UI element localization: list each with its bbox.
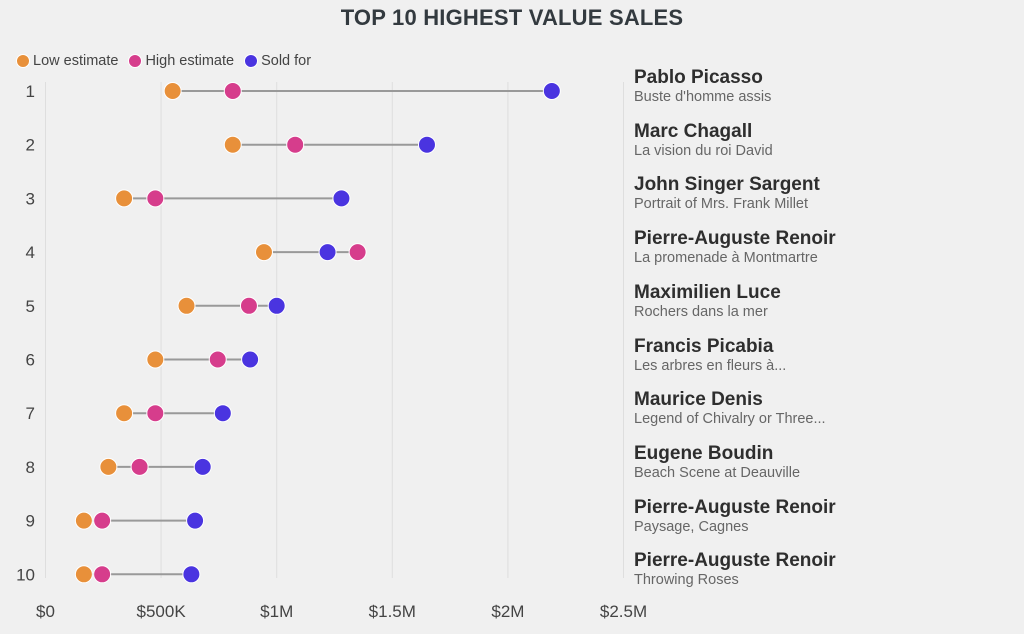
row-label-block: Pierre-Auguste Renoir Paysage, Cagnes bbox=[634, 497, 1014, 536]
artwork-title: Les arbres en fleurs à... bbox=[634, 357, 787, 374]
artist-name: Francis Picabia bbox=[634, 335, 774, 357]
row-label-block: Maurice Denis Legend of Chivalry or Three… bbox=[634, 389, 1014, 428]
rank-label: 1 bbox=[26, 82, 35, 101]
artwork-title: Paysage, Cagnes bbox=[634, 518, 749, 535]
low-estimate-point bbox=[115, 189, 134, 208]
artwork-title: Rochers dans la mer bbox=[634, 303, 768, 320]
legend: Low estimate High estimate Sold for bbox=[16, 53, 321, 69]
row-label-block: Maximilien Luce Rochers dans la mer bbox=[634, 282, 1014, 321]
high-estimate-point bbox=[223, 82, 242, 100]
artist-name: Marc Chagall bbox=[634, 120, 753, 142]
rank-label: 2 bbox=[26, 136, 35, 155]
chart-title: TOP 10 HIGHEST VALUE SALES bbox=[340, 5, 684, 30]
low-estimate-point bbox=[223, 135, 242, 154]
legend-label-low-estimate: Low estimate bbox=[33, 53, 119, 69]
high-estimate-point bbox=[130, 457, 149, 476]
rank-label: 9 bbox=[26, 512, 35, 531]
artwork-title: Buste d'homme assis bbox=[634, 89, 772, 105]
artist-name: Pierre-Auguste Renoir bbox=[634, 550, 836, 572]
sold-for-point bbox=[332, 189, 351, 208]
low-estimate-point bbox=[74, 565, 93, 584]
high-estimate-point bbox=[146, 189, 165, 208]
high-estimate-point bbox=[239, 296, 258, 315]
row-label-block: Pierre-Auguste Renoir La promenade à Mont… bbox=[634, 228, 1014, 267]
sold-for-point bbox=[193, 457, 212, 476]
artwork-title: La vision du roi David bbox=[634, 142, 773, 159]
row-label-block: Pierre-Auguste Renoir Throwing Roses bbox=[634, 550, 1014, 589]
low-estimate-point bbox=[99, 457, 118, 476]
x-tick-label: $1M bbox=[260, 602, 293, 621]
row-label-block: Marc Chagall La vision du roi David bbox=[634, 121, 1014, 160]
high-estimate-point bbox=[348, 243, 367, 262]
rank-label: 7 bbox=[26, 404, 35, 423]
legend-label-high-estimate: High estimate bbox=[145, 53, 235, 69]
x-tick-label: $2M bbox=[491, 602, 524, 621]
sold-for-point bbox=[241, 350, 260, 369]
artist-name: Maximilien Luce bbox=[634, 281, 781, 303]
sold-for-point bbox=[318, 243, 337, 262]
rank-label: 3 bbox=[26, 189, 35, 208]
rank-label: 6 bbox=[26, 351, 35, 370]
x-tick-label: $500K bbox=[137, 602, 187, 621]
high-estimate-point bbox=[93, 511, 112, 530]
row-label-block: Pablo Picasso Buste d'homme assis bbox=[634, 67, 1014, 106]
artwork-title: Throwing Roses bbox=[634, 572, 739, 589]
artwork-title: Portrait of Mrs. Frank Millet bbox=[634, 196, 809, 213]
rank-label: 10 bbox=[16, 565, 35, 584]
rank-label: 8 bbox=[26, 458, 35, 477]
legend-item-sold-for[interactable]: Sold for bbox=[244, 53, 311, 69]
artist-name: John Singer Sargent bbox=[634, 174, 820, 196]
sold-for-point bbox=[542, 82, 561, 100]
legend-dot-low-estimate bbox=[16, 54, 30, 68]
low-estimate-point bbox=[146, 350, 165, 369]
x-tick-label: $2.5M bbox=[600, 602, 647, 621]
high-estimate-point bbox=[146, 404, 165, 423]
legend-item-low-estimate[interactable]: Low estimate bbox=[16, 53, 118, 69]
rank-label: 4 bbox=[26, 243, 35, 262]
artist-name: Maurice Denis bbox=[634, 389, 763, 411]
rank-label: 5 bbox=[26, 297, 35, 316]
low-estimate-point bbox=[254, 243, 273, 262]
x-tick-label: $0 bbox=[36, 602, 55, 621]
legend-dot-high-estimate bbox=[128, 54, 143, 68]
sold-for-point bbox=[213, 404, 232, 423]
artist-name: Pierre-Auguste Renoir bbox=[634, 496, 836, 518]
artwork-title: Beach Scene at Deauville bbox=[634, 464, 801, 481]
sold-for-point bbox=[186, 511, 205, 530]
legend-dot-sold-for bbox=[244, 54, 259, 68]
legend-item-high-estimate[interactable]: High estimate bbox=[128, 53, 234, 69]
artwork-title: Legend of Chivalry or Three... bbox=[634, 411, 826, 428]
artwork-title: La promenade à Montmartre bbox=[634, 250, 818, 267]
row-label-block: Francis Picabia Les arbres en fleurs à... bbox=[634, 336, 1014, 375]
high-estimate-point bbox=[286, 135, 305, 154]
sold-for-point bbox=[417, 135, 436, 154]
low-estimate-point bbox=[177, 296, 196, 315]
artist-name: Pierre-Auguste Renoir bbox=[634, 228, 836, 250]
legend-label-sold-for: Sold for bbox=[261, 53, 312, 69]
low-estimate-point bbox=[115, 404, 134, 423]
high-estimate-point bbox=[93, 565, 112, 584]
row-label-block: John Singer Sargent Portrait of Mrs. Fran… bbox=[634, 174, 1014, 213]
row-label-block: Eugene Boudin Beach Scene at Deauville bbox=[634, 443, 1014, 482]
artist-name: Pablo Picasso bbox=[634, 67, 763, 88]
x-tick-label: $1.5M bbox=[369, 602, 416, 621]
low-estimate-point bbox=[74, 511, 93, 530]
artist-name: Eugene Boudin bbox=[634, 442, 774, 464]
sold-for-point bbox=[182, 565, 201, 584]
high-estimate-point bbox=[208, 350, 227, 369]
sold-for-point bbox=[267, 296, 286, 315]
low-estimate-point bbox=[163, 82, 182, 100]
